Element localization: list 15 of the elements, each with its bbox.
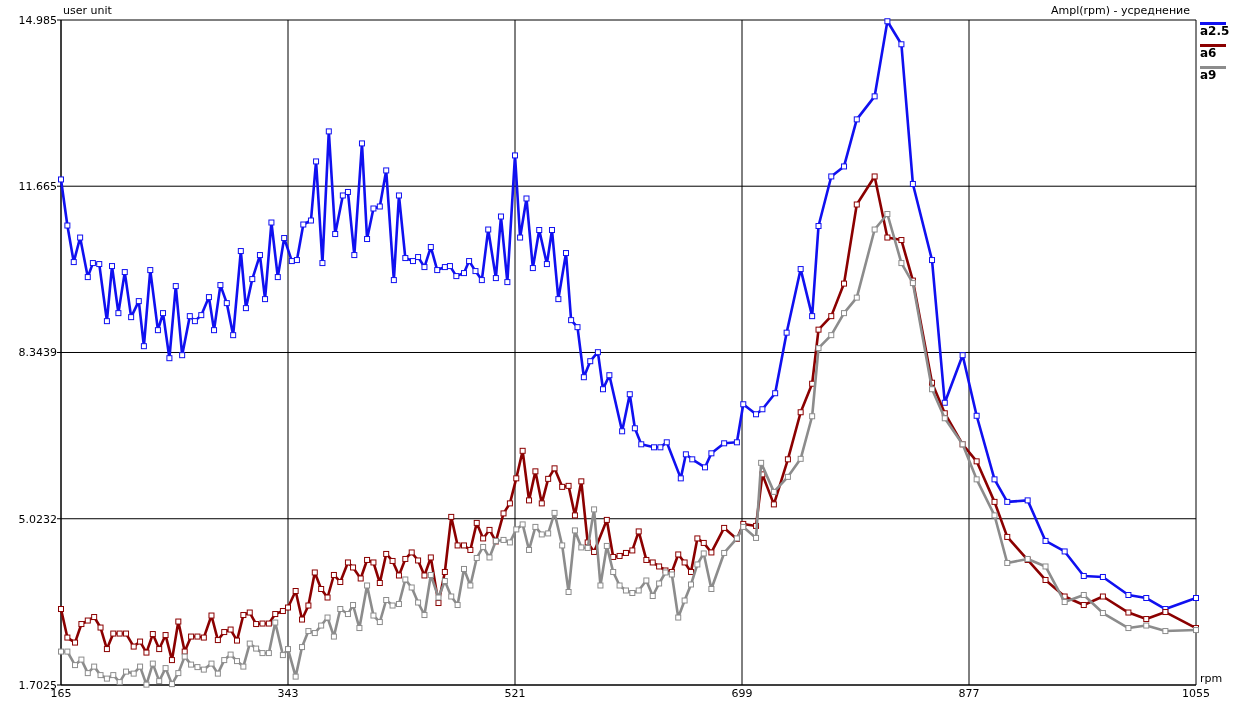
legend-label: a9 <box>1200 68 1217 82</box>
y-tick-label: 5.0232 <box>18 512 57 526</box>
x-tick-label: 521 <box>504 687 526 700</box>
y-tick-label: 8.3439 <box>18 346 57 360</box>
x-tick-label: 699 <box>731 687 753 700</box>
legend-label: a6 <box>1200 46 1217 60</box>
x-tick-label: 1055 <box>1182 687 1210 700</box>
y-axis-title: user unit <box>63 4 113 17</box>
x-tick-label: 877 <box>958 687 980 700</box>
chart-title: Ampl(rpm) - усреднение <box>1050 4 1191 17</box>
x-tick-label: 343 <box>277 687 299 700</box>
x-axis-title: rpm <box>1200 672 1223 685</box>
y-tick-label: 11.665 <box>18 180 57 194</box>
legend-label: a2.5 <box>1200 24 1230 38</box>
y-tick-label: 14.985 <box>18 13 57 27</box>
